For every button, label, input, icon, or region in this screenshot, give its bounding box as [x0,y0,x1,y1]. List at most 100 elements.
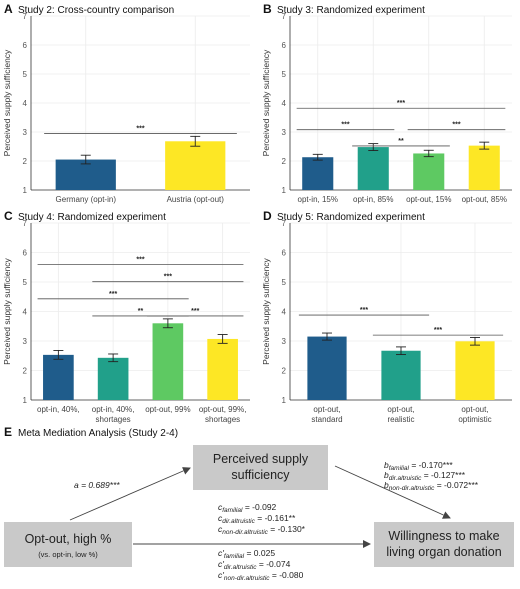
category-label: opt-out, standard [311,405,342,424]
charts: A Study 2: Cross-country comparison 1 2 3 4 5 6… [2,2,512,424]
y-tick-label: 5 [23,278,28,287]
panel-a: A Study 2: Cross-country comparison 1 2 3 4 5 6… [2,2,250,204]
significance-label: *** [360,307,368,314]
significance-label: *** [191,308,199,315]
y-tick-label: 3 [282,128,287,137]
y-tick-label: 7 [282,219,287,228]
panel-d: D Study 5: Randomized experiment 1 2 3 4 5 6 7 Pe… [261,209,512,424]
path-coefficient: cfamilial = -0.092 [218,502,277,514]
bar [55,159,116,190]
path-coefficient: c'non-dir.altruistic = -0.080 [218,570,304,582]
y-axis-label: Perceived supply sufficiency [261,257,271,364]
category-label: opt-in, 85% [353,195,393,204]
significance-label: *** [164,274,172,281]
mediation-title: Meta Mediation Analysis (Study 2-4) [18,428,178,439]
y-tick-label: 3 [282,337,287,346]
panel-label: C [4,209,13,223]
category-label: opt-out, realistic [387,405,414,424]
mediator-label-2: sufficiency [231,468,290,482]
b-path-arrow [334,465,451,519]
b-path-labels: bfamilial = -0.170***bdir.altruistic = -… [384,460,479,492]
bar [43,354,74,400]
predictor-sublabel: (vs. opt-in, low %) [38,550,98,559]
significance-label: *** [452,122,460,129]
y-tick-label: 6 [282,249,287,258]
significance-label: *** [136,257,144,264]
predictor-box [4,522,132,567]
predictor-label: Opt-out, high % [25,532,112,546]
outcome-label-1: Willingness to make [388,529,499,543]
path-coefficient: cnon-dir.altruistic = -0.130* [218,524,306,536]
y-tick-label: 7 [23,219,28,228]
y-tick-label: 4 [23,308,28,317]
y-tick-label: 4 [23,99,28,108]
path-coefficient: cdir.altruistic = -0.161** [218,513,296,525]
mediator-label-1: Perceived supply [213,452,309,466]
bar [413,153,445,190]
category-label: opt-out, 15% [406,195,451,204]
significance-label: ** [398,138,404,145]
significance-label: *** [136,125,144,132]
category-label: opt-in, 40%, shortages [92,405,135,424]
category-label: opt-out, 85% [462,195,507,204]
y-tick-label: 2 [23,367,28,376]
y-tick-label: 2 [282,157,287,166]
y-axis-label: Perceived supply sufficiency [261,49,271,156]
category-label: opt-out, optimistic [458,405,491,424]
category-label: Austria (opt-out) [167,195,225,204]
y-tick-label: 3 [23,128,28,137]
a-path-label: a = 0.689*** [74,480,120,490]
bar [468,145,500,190]
significance-label: *** [341,122,349,129]
path-coefficient: bnon-dir.altruistic = -0.072*** [384,480,479,492]
bar [152,323,184,400]
significance-label: ** [138,308,144,315]
category-label: opt-out, 99%, shortages [199,405,247,424]
y-tick-label: 6 [23,249,28,258]
chart-title: Study 5: Randomized experiment [277,212,425,223]
panel-label: B [263,2,272,16]
significance-label: *** [109,291,117,298]
bar [357,147,389,190]
y-axis-label: Perceived supply sufficiency [2,257,12,364]
bar [455,341,495,400]
y-tick-label: 4 [282,99,287,108]
y-tick-label: 1 [282,396,287,405]
bar [302,157,334,190]
panel-label: D [263,209,272,223]
y-tick-label: 7 [282,12,287,21]
category-label: opt-out, 99% [145,405,190,414]
a-path-arrow [69,467,191,521]
bar [97,357,129,400]
y-axis-label: Perceived supply sufficiency [2,49,12,156]
mediator-box [193,445,328,490]
y-tick-label: 1 [23,186,28,195]
panel-label-e: E [4,425,12,439]
y-tick-label: 4 [282,308,287,317]
outcome-box [374,522,514,567]
panel-b: B Study 3: Randomized experiment 1 2 3 4 5 6 7 Pe… [261,2,512,204]
outcome-label-2: living organ donation [386,545,501,559]
panel-c: C Study 4: Randomized experiment 1 2 3 4 5 6 7 Pe… [2,209,250,424]
chart-title: Study 4: Randomized experiment [18,212,166,223]
bar [165,141,226,190]
y-tick-label: 2 [23,157,28,166]
y-tick-label: 5 [23,70,28,79]
y-tick-label: 5 [282,278,287,287]
category-label: Germany (opt-in) [56,195,117,204]
category-label: opt-in, 40%, [37,405,80,414]
significance-label: *** [397,100,405,107]
y-tick-label: 1 [282,186,287,195]
path-coefficient: c'dir.altruistic = -0.074 [218,559,291,571]
y-tick-label: 6 [23,41,28,50]
y-tick-label: 5 [282,70,287,79]
significance-label: *** [434,327,442,334]
y-tick-label: 3 [23,337,28,346]
bar [207,338,238,400]
y-tick-label: 7 [23,12,28,21]
path-coefficient: c'familial = 0.025 [218,548,275,560]
panel-label: A [4,2,13,16]
